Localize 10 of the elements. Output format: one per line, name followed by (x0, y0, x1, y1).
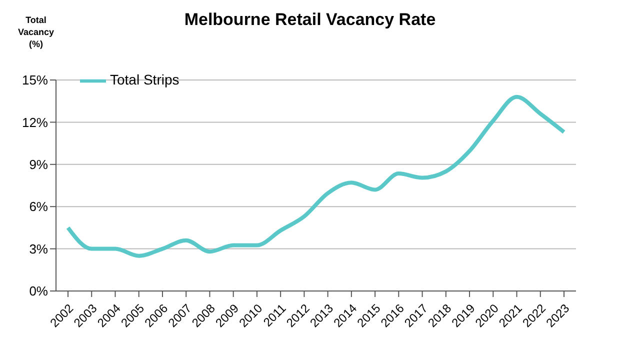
y-axis-title: Total Vacancy (%) (16, 14, 56, 50)
y-tick-label: 9% (29, 157, 48, 172)
y-tick-label: 15% (22, 72, 48, 88)
chart-title: Melbourne Retail Vacancy Rate (184, 10, 436, 29)
line-series (66, 94, 566, 258)
y-tick-label: 12% (22, 114, 48, 130)
y-tick-label: 3% (29, 241, 48, 256)
y-tick-label: 0% (29, 284, 48, 299)
legend-label: Total Strips (110, 72, 180, 88)
y-tick-label: 6% (29, 199, 48, 214)
